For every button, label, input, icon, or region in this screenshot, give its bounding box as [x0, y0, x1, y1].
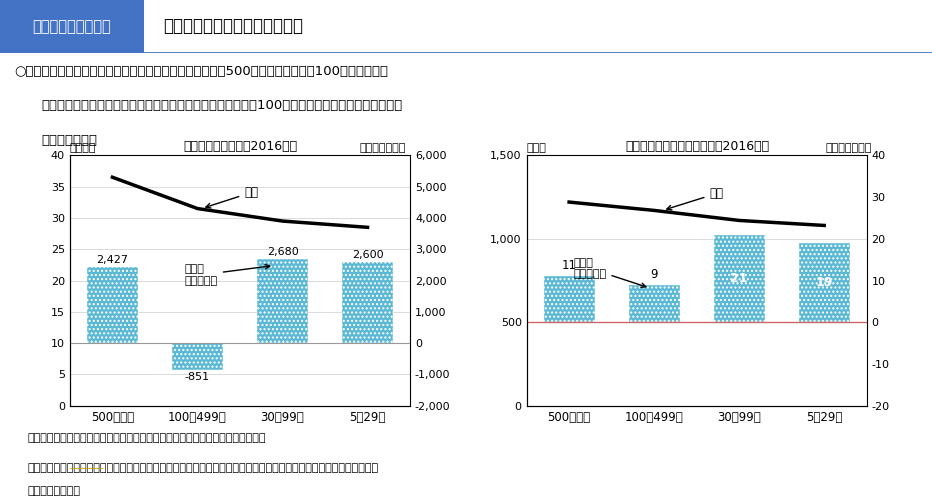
- Text: のを指す。: のを指す。: [28, 486, 81, 496]
- Text: （円）: （円）: [527, 143, 546, 153]
- Text: （万円）: （万円）: [70, 143, 96, 153]
- Bar: [714, 234, 764, 322]
- Text: 事業所規模別にみた賃金の動き: 事業所規模別にみた賃金の動き: [163, 18, 303, 35]
- Bar: [628, 285, 679, 322]
- Bar: [342, 262, 393, 343]
- Text: ―――: ―――: [70, 463, 103, 473]
- Text: （前年差・円）: （前年差・円）: [359, 143, 405, 153]
- Text: 21: 21: [731, 272, 748, 285]
- Bar: [87, 267, 138, 343]
- Text: 9: 9: [651, 268, 658, 281]
- Text: ○　事業所規模別に賃金の動きをみると、一般労働者では500人以上の大規模と100人未満の中小: ○ 事業所規模別に賃金の動きをみると、一般労働者では500人以上の大規模と100…: [14, 65, 388, 78]
- Text: 2,600: 2,600: [351, 249, 383, 260]
- Text: 時給: 時給: [666, 187, 723, 210]
- Text: 資料出所　厚生労働省「毎月勤労統計調査」より労働政策担当参事官室にて作成: 資料出所 厚生労働省「毎月勤労統計調査」より労働政策担当参事官室にて作成: [28, 433, 267, 443]
- Text: 11: 11: [562, 259, 577, 272]
- Bar: [0, 0, 144, 53]
- Text: 増加している。: 増加している。: [41, 134, 97, 147]
- Text: 19: 19: [816, 276, 833, 289]
- Bar: [543, 277, 595, 322]
- Text: 前年差
（右目盛）: 前年差 （右目盛）: [573, 258, 646, 288]
- Text: （注）　一般労働者の月給は所定内給与を指す。パートタイム労働者の時給は所定内給与を所定内労働時間で除したも: （注） 一般労働者の月給は所定内給与を指す。パートタイム労働者の時給は所定内給与…: [28, 463, 379, 473]
- Text: 2,427: 2,427: [96, 255, 129, 265]
- Text: 第１－（３）－６図: 第１－（３）－６図: [33, 19, 111, 34]
- Bar: [171, 343, 223, 370]
- Text: 月給: 月給: [206, 186, 258, 208]
- Text: -851: -851: [185, 372, 210, 382]
- Text: パートタイム労働者の時給（2016年）: パートタイム労働者の時給（2016年）: [625, 140, 769, 153]
- Text: 前年差
（右目盛）: 前年差 （右目盛）: [185, 264, 269, 286]
- Bar: [799, 243, 850, 322]
- Text: 規模で月給が増加している。パートタイム労働者をみると、100人未満の中小規模で時給が大きく: 規模で月給が増加している。パートタイム労働者をみると、100人未満の中小規模で時…: [41, 99, 403, 112]
- Bar: [257, 260, 308, 343]
- Text: 2,680: 2,680: [267, 247, 298, 257]
- Text: （前年差・円）: （前年差・円）: [825, 143, 871, 153]
- Text: 一般労働者の月給（2016年）: 一般労働者の月給（2016年）: [184, 140, 297, 153]
